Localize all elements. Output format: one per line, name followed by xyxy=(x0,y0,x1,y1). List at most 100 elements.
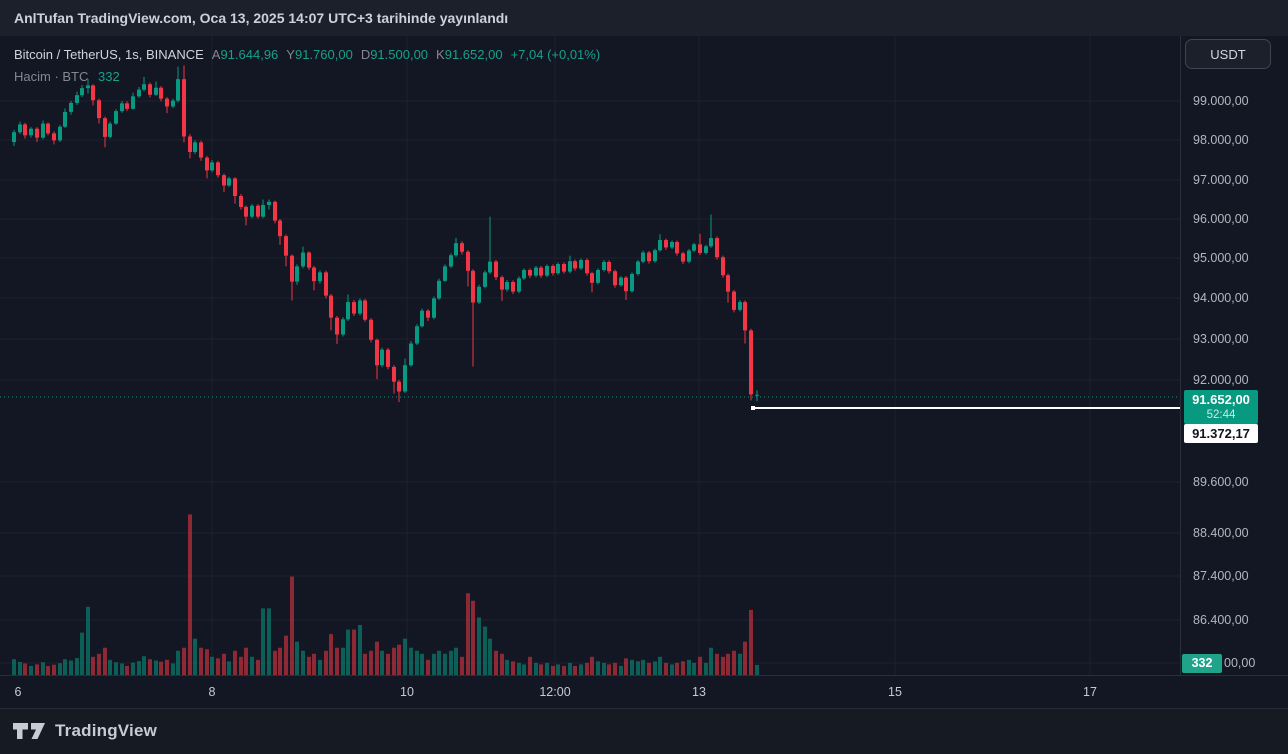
currency-toggle-button[interactable]: USDT xyxy=(1185,39,1271,69)
price-axis-partial-label: 00,00 xyxy=(1224,656,1256,670)
volume-bar xyxy=(341,647,345,675)
volume-bar xyxy=(352,629,356,675)
candle-body xyxy=(449,255,453,267)
candle-body xyxy=(709,238,713,247)
candle-body xyxy=(692,244,696,251)
candle-body xyxy=(613,271,617,286)
volume-bar xyxy=(188,514,192,675)
volume-bar xyxy=(12,659,16,675)
candle-body xyxy=(471,270,475,303)
volume-bar xyxy=(46,665,50,675)
volume-bar xyxy=(437,650,441,675)
volume-bar xyxy=(460,656,464,675)
volume-bar xyxy=(522,664,526,675)
volume-bar xyxy=(692,662,696,675)
close-label: K xyxy=(436,47,445,62)
volume-bar xyxy=(483,626,487,675)
candle-body xyxy=(500,277,504,290)
volume-bar xyxy=(602,662,606,675)
volume-bar xyxy=(755,664,759,675)
volume-bar xyxy=(420,653,424,675)
volume-bar xyxy=(738,653,742,675)
volume-bar xyxy=(256,659,260,675)
candle-body xyxy=(738,302,742,310)
volume-bar xyxy=(386,653,390,675)
candle-body xyxy=(63,111,67,127)
publish-info-text: AnlTufan TradingView.com, Oca 13, 2025 1… xyxy=(14,10,509,26)
volume-bar xyxy=(749,609,753,675)
volume-bar xyxy=(556,664,560,675)
candle-body xyxy=(375,339,379,366)
volume-bar xyxy=(551,665,555,675)
volume-bar xyxy=(114,662,118,675)
tradingview-brand-link[interactable]: TradingView xyxy=(13,721,157,741)
candle-body xyxy=(341,319,345,335)
candle-body xyxy=(454,243,458,256)
volume-bar xyxy=(363,653,367,675)
volume-badge: 332 xyxy=(1182,654,1222,673)
volume-bar xyxy=(466,593,470,675)
candle-body xyxy=(216,162,220,176)
candle-body xyxy=(494,261,498,278)
candle-body xyxy=(12,132,16,142)
price-axis[interactable]: USDT 99.000,00 98.000,00 97.000,00 96.000,0… xyxy=(1180,36,1288,675)
candle-body xyxy=(171,100,175,107)
candle-body xyxy=(250,205,254,217)
volume-indicator-label[interactable]: Hacim · BTC xyxy=(14,69,89,84)
volume-bar xyxy=(670,664,674,675)
volume-bar xyxy=(171,663,175,675)
candle-body xyxy=(653,250,657,262)
time-axis-label: 6 xyxy=(14,685,22,699)
candle-body xyxy=(511,282,515,292)
candle-body xyxy=(176,79,180,101)
tradingview-brand-text: TradingView xyxy=(55,721,158,740)
candle-body xyxy=(437,280,441,299)
volume-bar xyxy=(534,662,538,675)
candle-body xyxy=(148,84,152,95)
candle-body xyxy=(261,204,265,217)
candle-body xyxy=(284,236,288,256)
candle-body xyxy=(137,89,141,97)
candle-body xyxy=(352,302,356,314)
volume-bar xyxy=(131,662,135,675)
symbol-title[interactable]: Bitcoin / TetherUS, 1s, BINANCE xyxy=(14,47,204,62)
price-axis-label: 99.000,00 xyxy=(1193,94,1249,108)
volume-bar xyxy=(687,659,691,675)
candlestick-chart[interactable] xyxy=(0,36,1180,675)
candle-body xyxy=(602,262,606,270)
volume-bar xyxy=(80,632,84,675)
volume-bar xyxy=(624,658,628,675)
candle-body xyxy=(556,264,560,274)
candle-body xyxy=(721,257,725,276)
price-axis-label: 94.000,00 xyxy=(1193,291,1249,305)
candle-body xyxy=(743,302,747,331)
volume-bar xyxy=(380,650,384,675)
volume-bar xyxy=(205,649,209,675)
candle-body xyxy=(590,273,594,283)
candle-body xyxy=(120,103,124,112)
volume-bar xyxy=(239,656,243,675)
candle-body xyxy=(108,123,112,137)
volume-bar xyxy=(176,650,180,675)
candle-body xyxy=(732,291,736,310)
volume-bar xyxy=(675,662,679,675)
chart-canvas[interactable]: Bitcoin / TetherUS, 1s, BINANCE A91.644,9… xyxy=(0,36,1180,675)
candle-body xyxy=(483,272,487,287)
candle-body xyxy=(256,205,260,217)
time-axis[interactable]: 6 8 10 12:00 13 15 17 xyxy=(0,675,1288,709)
volume-bar xyxy=(494,650,498,675)
volume-bar xyxy=(41,662,45,675)
candle-body xyxy=(573,261,577,269)
candle-body xyxy=(539,267,543,276)
volume-bar xyxy=(199,647,203,675)
volume-bar xyxy=(568,662,572,675)
price-axis-label: 95.000,00 xyxy=(1193,251,1249,265)
candle-body xyxy=(58,126,62,141)
publish-info-bar: AnlTufan TradingView.com, Oca 13, 2025 1… xyxy=(0,0,1288,36)
volume-bar xyxy=(392,647,396,675)
high-label: Y xyxy=(286,47,295,62)
time-axis-label: 13 xyxy=(692,685,706,699)
volume-bar xyxy=(454,647,458,675)
alert-line-handle xyxy=(751,406,755,410)
volume-bar xyxy=(29,665,33,675)
